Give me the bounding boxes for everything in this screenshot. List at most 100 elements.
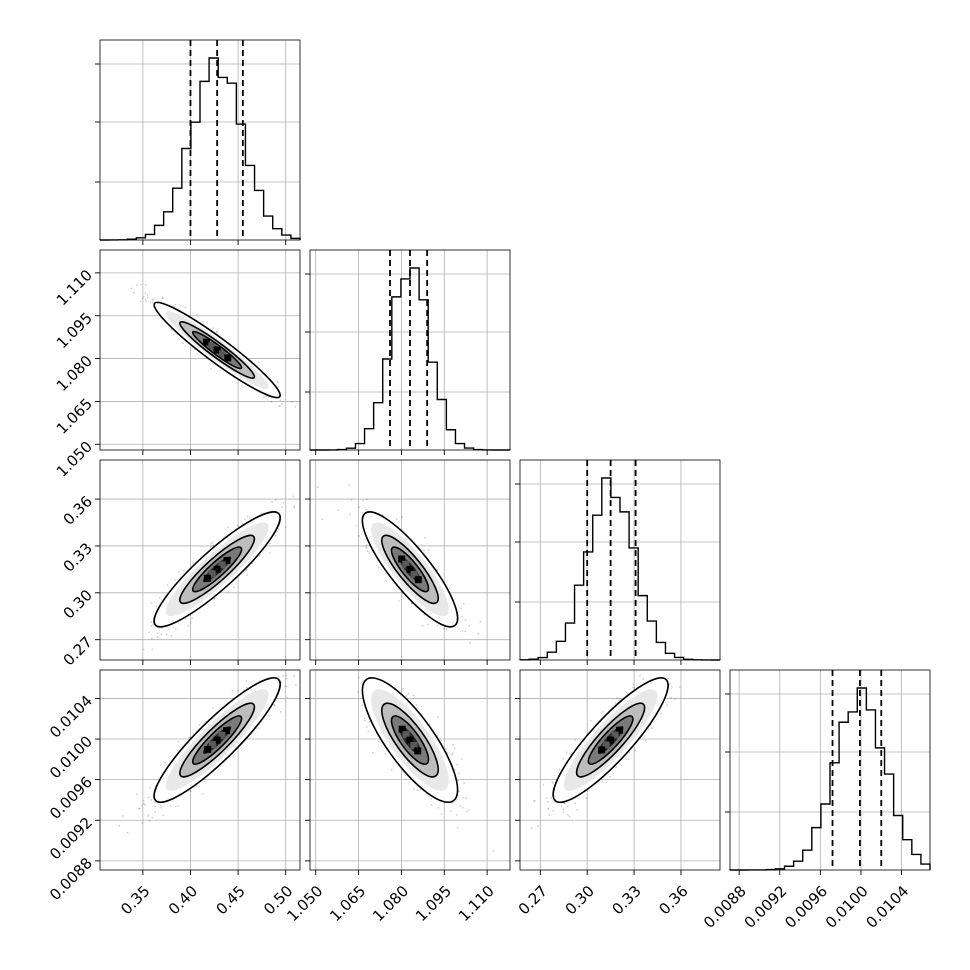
contour-line xyxy=(381,534,439,605)
sample-point xyxy=(279,399,282,402)
sample-point xyxy=(227,526,229,529)
sample-point xyxy=(401,516,404,519)
sample-point xyxy=(132,292,135,294)
sample-point xyxy=(285,685,288,688)
sample-point xyxy=(410,602,413,605)
sample-point xyxy=(364,508,367,511)
density-panel xyxy=(305,459,511,665)
sample-point xyxy=(277,405,280,408)
density-panel xyxy=(95,249,301,455)
contour-line xyxy=(153,301,281,399)
sample-point xyxy=(368,552,371,554)
sample-point xyxy=(161,297,164,300)
density-cell xyxy=(218,731,226,739)
sample-point xyxy=(648,728,650,731)
sample-point xyxy=(184,306,187,309)
histogram-panel xyxy=(95,39,301,245)
density-cell xyxy=(204,745,212,753)
sample-point xyxy=(196,313,199,316)
sample-point xyxy=(278,528,280,530)
sample-point xyxy=(362,679,364,682)
sample-point xyxy=(136,793,139,796)
sample-point xyxy=(451,802,454,805)
sample-point xyxy=(423,549,425,552)
sample-point xyxy=(170,328,173,331)
sample-point xyxy=(292,495,295,498)
sample-point xyxy=(645,739,647,742)
sample-point xyxy=(293,505,296,507)
x-tick-label: 0.45 xyxy=(212,882,248,918)
sample-point xyxy=(407,692,410,695)
sample-point xyxy=(257,361,260,363)
y-tick-label: 0.0100 xyxy=(46,732,96,782)
sample-point xyxy=(617,699,620,701)
sample-point xyxy=(545,797,548,800)
sample-point xyxy=(130,287,133,290)
density-panel xyxy=(305,669,511,875)
sample-point xyxy=(462,602,465,605)
sample-point xyxy=(602,710,604,713)
density-cell xyxy=(208,741,216,749)
sample-point xyxy=(281,402,283,405)
density-cell xyxy=(406,565,414,573)
density-cell xyxy=(219,350,226,358)
x-tick-label: 0.0088 xyxy=(700,882,750,932)
sample-point xyxy=(666,704,669,707)
sample-point xyxy=(542,784,545,786)
sample-point xyxy=(178,570,181,573)
sample-point xyxy=(118,824,121,827)
panel-frame xyxy=(99,39,301,241)
density-cell xyxy=(208,570,216,578)
sample-point xyxy=(150,621,153,623)
sample-point xyxy=(562,811,565,814)
sample-point xyxy=(547,807,550,810)
sample-point xyxy=(286,677,288,680)
sample-point xyxy=(150,637,153,640)
x-tick-label: 0.0096 xyxy=(781,882,831,932)
sample-point xyxy=(148,820,151,822)
sample-point xyxy=(147,796,150,799)
histogram-panel xyxy=(515,459,721,665)
sample-point xyxy=(152,623,155,626)
sample-point xyxy=(174,303,177,306)
sample-point xyxy=(349,513,351,516)
sample-point xyxy=(145,300,148,303)
sample-point xyxy=(667,677,669,680)
sample-point xyxy=(144,292,147,294)
sample-point xyxy=(286,696,288,699)
sample-point xyxy=(601,780,603,783)
sample-point xyxy=(265,395,268,398)
contour-line xyxy=(381,702,439,778)
sample-point xyxy=(671,686,673,688)
sample-point xyxy=(355,525,358,527)
sample-point xyxy=(154,805,157,808)
sample-point xyxy=(574,739,577,741)
sample-point xyxy=(670,696,673,699)
density-cell xyxy=(398,555,406,563)
sample-point xyxy=(404,774,407,776)
sample-point xyxy=(358,535,361,537)
density-panel xyxy=(95,459,301,665)
sample-point xyxy=(357,676,360,679)
density-cell xyxy=(402,731,410,739)
y-tick-label: 0.30 xyxy=(60,586,96,622)
panel-frame xyxy=(309,459,511,661)
sample-point xyxy=(172,305,175,307)
sample-point xyxy=(365,544,368,546)
sample-point xyxy=(181,342,184,345)
y-tick-label: 1.095 xyxy=(53,309,96,352)
sample-point xyxy=(415,704,418,706)
sample-point xyxy=(141,297,144,300)
sample-point xyxy=(534,799,536,802)
sample-point xyxy=(316,486,319,488)
sample-point xyxy=(154,811,156,813)
sample-point xyxy=(457,779,459,782)
sample-point xyxy=(366,550,369,553)
x-tick-label: 0.33 xyxy=(608,882,644,918)
sample-point xyxy=(560,805,563,808)
sample-point xyxy=(285,674,288,677)
panel-frame xyxy=(99,459,301,661)
sample-point xyxy=(280,681,283,684)
sample-point xyxy=(282,674,285,677)
sample-point xyxy=(204,780,206,783)
